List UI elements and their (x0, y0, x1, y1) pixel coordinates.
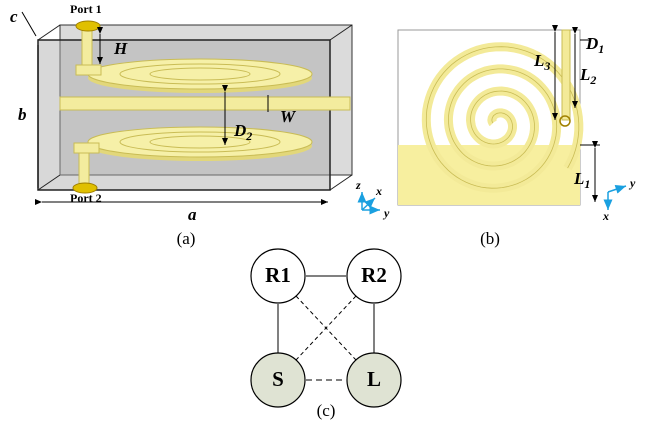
label: 1 (584, 177, 590, 191)
label: D (585, 34, 598, 53)
panel-b: D1 L3 L2 L1 y x (b) (398, 30, 636, 248)
node-label: R1 (265, 263, 291, 287)
label: 3 (543, 59, 550, 73)
label: x (602, 209, 609, 223)
label: 2 (245, 129, 252, 143)
label: L (579, 65, 590, 84)
label: 2 (589, 73, 596, 87)
label: L2 (579, 65, 596, 87)
label: b (18, 105, 27, 124)
label: 1 (598, 42, 604, 56)
label: y (628, 176, 636, 190)
panel-c: R1 R2 S L (c) (251, 249, 401, 420)
panel-a: Port 1 Port 2 c H b W D2 a z x y (a) (10, 2, 390, 248)
label: c (10, 7, 18, 26)
label: x (375, 184, 382, 198)
node-label: L (367, 367, 381, 391)
label: H (113, 39, 128, 58)
label: Port 2 (70, 191, 102, 205)
label: L (573, 169, 584, 188)
label: z (355, 178, 361, 192)
node-label: S (272, 367, 284, 391)
label: W (280, 107, 297, 126)
caption: (b) (480, 229, 500, 248)
label: a (188, 205, 197, 224)
label: L1 (573, 169, 590, 191)
caption: (a) (177, 229, 196, 248)
label: L (533, 51, 544, 70)
label: D (233, 121, 246, 140)
caption: (c) (317, 401, 336, 420)
figure: Port 1 Port 2 c H b W D2 a z x y (a) D1 … (0, 0, 652, 429)
label: y (382, 206, 390, 220)
label: D1 (585, 34, 604, 56)
label: Port 1 (70, 2, 102, 16)
node-label: R2 (361, 263, 387, 287)
